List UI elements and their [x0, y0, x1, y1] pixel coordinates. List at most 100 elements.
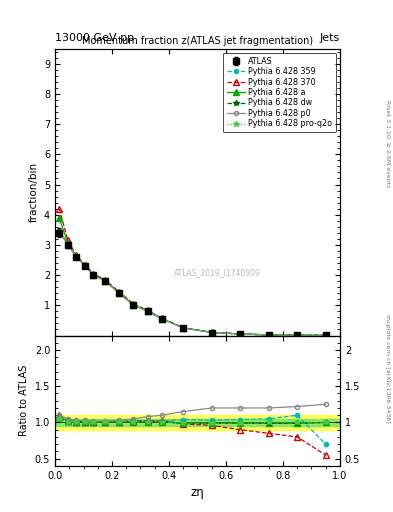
Pythia 6.428 dw — [131, 302, 136, 308]
Pythia 6.428 a — [160, 315, 164, 322]
Pythia 6.428 p0 — [160, 316, 164, 322]
Pythia 6.428 359 — [131, 302, 136, 308]
Pythia 6.428 pro-q2o — [131, 302, 136, 308]
Pythia 6.428 359 — [238, 331, 242, 337]
Pythia 6.428 359 — [103, 278, 107, 284]
Pythia 6.428 dw — [145, 308, 150, 314]
Pythia 6.428 370 — [57, 206, 62, 212]
Pythia 6.428 pro-q2o — [323, 332, 328, 338]
Pythia 6.428 p0 — [103, 278, 107, 284]
Pythia 6.428 dw — [181, 325, 185, 331]
Pythia 6.428 a — [323, 332, 328, 338]
Pythia 6.428 pro-q2o — [74, 253, 79, 260]
Pythia 6.428 pro-q2o — [209, 329, 214, 335]
Pythia 6.428 370 — [323, 332, 328, 338]
Pythia 6.428 p0 — [266, 332, 271, 338]
Line: Pythia 6.428 a: Pythia 6.428 a — [57, 215, 329, 338]
Line: Pythia 6.428 370: Pythia 6.428 370 — [57, 206, 329, 338]
Pythia 6.428 pro-q2o — [66, 241, 70, 247]
Pythia 6.428 dw — [295, 332, 299, 338]
Pythia 6.428 359 — [209, 329, 214, 335]
Pythia 6.428 a — [131, 302, 136, 308]
Pythia 6.428 p0 — [145, 308, 150, 314]
Pythia 6.428 dw — [266, 332, 271, 338]
Title: Momentum fraction z(ATLAS jet fragmentation): Momentum fraction z(ATLAS jet fragmentat… — [82, 36, 313, 47]
Pythia 6.428 359 — [323, 332, 328, 338]
Line: Pythia 6.428 dw: Pythia 6.428 dw — [57, 228, 329, 338]
Pythia 6.428 pro-q2o — [91, 271, 96, 278]
Pythia 6.428 370 — [103, 276, 107, 283]
Pythia 6.428 359 — [117, 290, 121, 296]
Pythia 6.428 359 — [145, 308, 150, 314]
Y-axis label: Ratio to ATLAS: Ratio to ATLAS — [19, 365, 29, 436]
Pythia 6.428 370 — [131, 301, 136, 307]
Pythia 6.428 p0 — [117, 290, 121, 296]
Pythia 6.428 dw — [160, 315, 164, 322]
Pythia 6.428 370 — [83, 262, 87, 268]
Pythia 6.428 359 — [91, 271, 96, 278]
Pythia 6.428 a — [238, 331, 242, 337]
Pythia 6.428 370 — [91, 270, 96, 276]
Pythia 6.428 pro-q2o — [57, 228, 62, 234]
Bar — [55, 419, 340, 426]
Pythia 6.428 p0 — [131, 302, 136, 308]
Pythia 6.428 p0 — [83, 263, 87, 269]
Pythia 6.428 a — [181, 325, 185, 331]
Pythia 6.428 p0 — [74, 254, 79, 260]
Pythia 6.428 359 — [57, 228, 62, 234]
Pythia 6.428 pro-q2o — [83, 262, 87, 268]
Line: Pythia 6.428 359: Pythia 6.428 359 — [57, 229, 328, 337]
Pythia 6.428 pro-q2o — [145, 308, 150, 314]
Pythia 6.428 359 — [66, 240, 70, 246]
Pythia 6.428 370 — [145, 307, 150, 313]
Pythia 6.428 pro-q2o — [238, 331, 242, 337]
Text: Jets: Jets — [320, 33, 340, 43]
Pythia 6.428 dw — [74, 253, 79, 260]
Pythia 6.428 370 — [74, 252, 79, 259]
Pythia 6.428 370 — [238, 331, 242, 337]
Pythia 6.428 a — [266, 332, 271, 338]
Pythia 6.428 p0 — [66, 242, 70, 248]
Pythia 6.428 pro-q2o — [266, 332, 271, 338]
Pythia 6.428 dw — [209, 329, 214, 335]
Pythia 6.428 p0 — [209, 329, 214, 335]
Pythia 6.428 370 — [117, 289, 121, 295]
Pythia 6.428 a — [57, 215, 62, 221]
Line: Pythia 6.428 pro-q2o: Pythia 6.428 pro-q2o — [57, 228, 329, 338]
Pythia 6.428 dw — [83, 262, 87, 268]
Pythia 6.428 pro-q2o — [160, 315, 164, 322]
Pythia 6.428 dw — [238, 331, 242, 337]
Pythia 6.428 pro-q2o — [181, 325, 185, 331]
Pythia 6.428 dw — [66, 241, 70, 247]
Pythia 6.428 370 — [209, 329, 214, 335]
Text: Rivet 3.1.10, ≥ 2.6M events: Rivet 3.1.10, ≥ 2.6M events — [385, 100, 390, 187]
Bar — [55, 415, 340, 430]
Pythia 6.428 a — [295, 332, 299, 338]
Pythia 6.428 p0 — [295, 332, 299, 338]
Pythia 6.428 370 — [160, 315, 164, 322]
Pythia 6.428 p0 — [238, 331, 242, 337]
Legend: ATLAS, Pythia 6.428 359, Pythia 6.428 370, Pythia 6.428 a, Pythia 6.428 dw, Pyth: ATLAS, Pythia 6.428 359, Pythia 6.428 37… — [223, 53, 336, 133]
Pythia 6.428 370 — [266, 332, 271, 338]
Pythia 6.428 359 — [74, 253, 79, 260]
Pythia 6.428 370 — [66, 238, 70, 244]
Pythia 6.428 pro-q2o — [117, 290, 121, 296]
Pythia 6.428 359 — [266, 332, 271, 338]
Pythia 6.428 359 — [295, 332, 299, 338]
Text: mcplots.cern.ch [arXiv:1306.3436]: mcplots.cern.ch [arXiv:1306.3436] — [385, 314, 390, 423]
Text: 13000 GeV pp: 13000 GeV pp — [55, 33, 134, 43]
Pythia 6.428 p0 — [181, 325, 185, 331]
Pythia 6.428 a — [83, 262, 87, 268]
Pythia 6.428 359 — [83, 262, 87, 268]
Pythia 6.428 p0 — [323, 332, 328, 338]
Pythia 6.428 370 — [181, 325, 185, 331]
Pythia 6.428 a — [103, 278, 107, 284]
Pythia 6.428 dw — [91, 271, 96, 278]
Pythia 6.428 dw — [323, 332, 328, 338]
Pythia 6.428 pro-q2o — [295, 332, 299, 338]
Pythia 6.428 370 — [295, 332, 299, 338]
Pythia 6.428 pro-q2o — [103, 278, 107, 284]
Text: ATLAS_2019_I1740909: ATLAS_2019_I1740909 — [174, 268, 261, 277]
Pythia 6.428 dw — [57, 228, 62, 234]
Pythia 6.428 a — [145, 308, 150, 314]
